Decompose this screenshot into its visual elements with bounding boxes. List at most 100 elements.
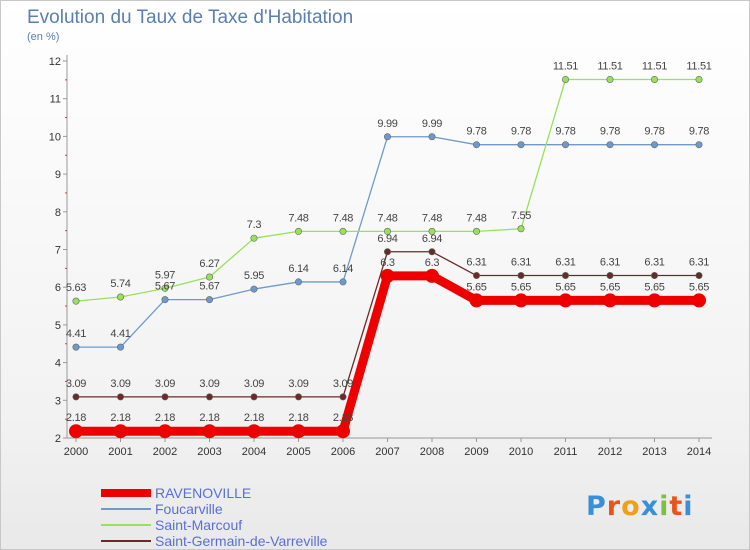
x-tick-label: 2010 [509, 446, 533, 458]
data-label: 5.95 [244, 270, 264, 282]
y-tick-label: 3 [55, 395, 61, 407]
data-label: 6.3 [425, 257, 440, 269]
data-label: 5.65 [555, 281, 575, 293]
legend-item: Saint-Germain-de-Varreville [101, 533, 401, 549]
data-point [606, 272, 614, 280]
y-tick-label: 10 [49, 131, 61, 143]
y-tick-label: 4 [55, 358, 61, 370]
data-label: 6.31 [466, 257, 486, 269]
data-point [428, 227, 436, 235]
y-tick-label: 6 [55, 282, 61, 294]
data-label: 3.09 [155, 378, 175, 390]
data-point [472, 272, 480, 280]
data-point [380, 268, 395, 283]
data-label: 6.27 [199, 258, 219, 270]
data-point [472, 227, 480, 235]
data-point [250, 234, 258, 242]
data-point [250, 285, 258, 293]
data-label: 7.48 [466, 212, 486, 224]
data-label: 4.41 [66, 328, 86, 340]
data-label: 6.31 [689, 257, 709, 269]
data-point [695, 141, 703, 149]
data-label: 3.09 [244, 378, 264, 390]
legend-swatch [101, 540, 151, 542]
data-point [606, 141, 614, 149]
data-point [695, 272, 703, 280]
data-point [695, 75, 703, 83]
data-point [339, 393, 347, 401]
x-tick-label: 2001 [108, 446, 132, 458]
x-tick-label: 2007 [375, 446, 399, 458]
data-point [339, 278, 347, 286]
data-point [161, 284, 169, 292]
data-label: 2.18 [66, 412, 86, 424]
data-label: 11.51 [642, 60, 667, 72]
legend-label: Saint-Marcouf [155, 517, 243, 533]
data-point [383, 248, 391, 256]
data-label: 7.48 [422, 212, 442, 224]
data-label: 3.09 [199, 378, 219, 390]
data-point [692, 293, 706, 308]
data-label: 2.18 [155, 412, 175, 424]
data-label: 3.09 [66, 378, 86, 390]
data-label: 9.78 [689, 126, 709, 138]
data-point [206, 393, 214, 401]
data-point [428, 133, 436, 141]
data-point [158, 424, 172, 439]
x-tick-label: 2005 [286, 446, 310, 458]
legend-label: Saint-Germain-de-Varreville [155, 533, 328, 549]
data-label: 5.74 [110, 278, 130, 290]
data-point [117, 393, 125, 401]
data-label: 9.78 [555, 126, 575, 138]
legend-swatch [101, 508, 151, 510]
data-label: 6.14 [333, 263, 353, 275]
x-tick-label: 2004 [242, 446, 266, 458]
data-point [72, 393, 80, 401]
y-tick-label: 2 [55, 433, 61, 445]
logo-letter: P [586, 491, 607, 522]
data-point [383, 227, 391, 235]
data-point [117, 343, 125, 351]
data-point [72, 343, 80, 351]
data-label: 9.78 [600, 126, 620, 138]
axes: 2 3 4 5 6 7 8 9 10 11 12 2000 2001 2002 2003 2004 2005 20… [49, 55, 712, 458]
data-point [428, 248, 436, 256]
x-tick-label: 2006 [331, 446, 355, 458]
data-point [206, 273, 214, 281]
x-tick-label: 2014 [687, 446, 711, 458]
data-point [247, 424, 261, 439]
x-tick-label: 2002 [153, 446, 177, 458]
data-label: 6.31 [555, 257, 575, 269]
data-label: 2.18 [199, 412, 219, 424]
x-tick-label: 2008 [420, 446, 444, 458]
data-point [514, 293, 528, 308]
data-label: 6.94 [422, 233, 442, 245]
data-point [561, 75, 569, 83]
data-point [339, 227, 347, 235]
data-point [517, 225, 525, 233]
data-point [202, 424, 217, 439]
data-label: 3.09 [333, 378, 353, 390]
data-label: 5.67 [155, 281, 175, 293]
legend: RAVENOVILLE Foucarville Saint-Marcouf Saint… [101, 485, 401, 549]
legend-label: Foucarville [155, 501, 223, 517]
data-point [425, 268, 439, 283]
data-point [650, 141, 658, 149]
data-label: 3.09 [110, 378, 130, 390]
data-label: 7.48 [333, 212, 353, 224]
data-point [606, 75, 614, 83]
x-tick-label: 2000 [64, 446, 88, 458]
data-point [383, 133, 391, 141]
data-point [294, 278, 302, 286]
data-point [291, 424, 306, 439]
data-label: 9.78 [466, 126, 486, 138]
y-tick-label: 8 [55, 207, 61, 219]
data-point [113, 424, 128, 439]
y-tick-label: 12 [49, 56, 61, 68]
data-label: 7.48 [377, 212, 397, 224]
legend-item: Saint-Marcouf [101, 517, 401, 533]
logo-letter: i [683, 491, 694, 522]
data-point [161, 296, 169, 304]
y-tick-label: 11 [50, 94, 61, 106]
